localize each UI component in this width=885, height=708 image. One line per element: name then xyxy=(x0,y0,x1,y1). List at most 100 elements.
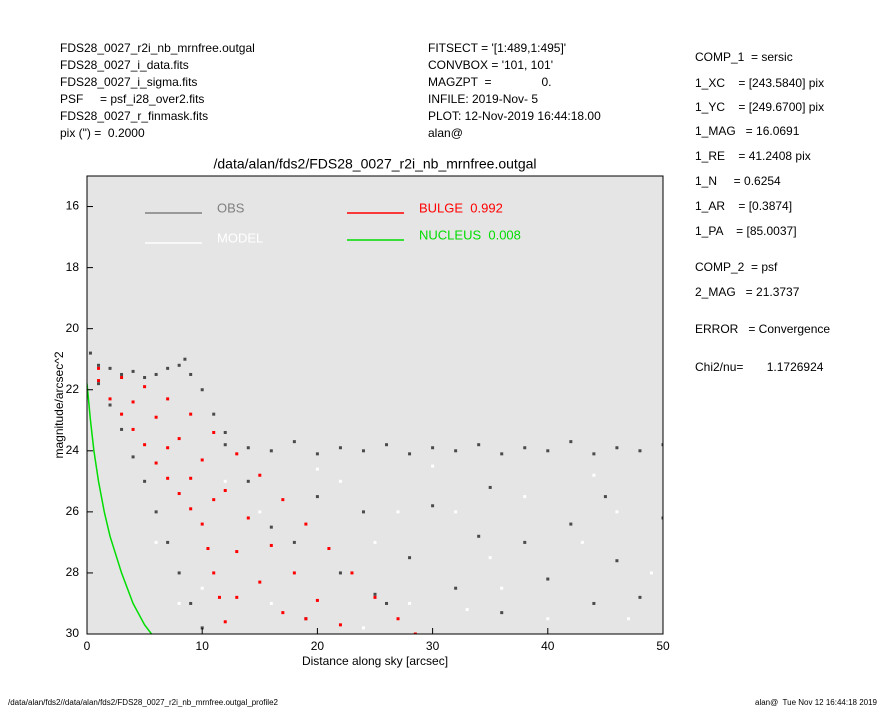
header-right-line: 1_XC = [243.5840] pix xyxy=(695,76,824,90)
header-middle-line: alan@ xyxy=(428,126,463,140)
data-point xyxy=(223,430,227,434)
data-point xyxy=(361,626,365,630)
legend-label: MODEL xyxy=(217,230,263,245)
data-point xyxy=(269,601,273,605)
data-point xyxy=(373,540,377,544)
header-middle-line: PLOT: 12-Nov-2019 16:44:18.00 xyxy=(428,109,601,123)
header-middle-line: MAGZPT = 0. xyxy=(428,75,551,89)
data-point xyxy=(189,476,193,480)
header-left-line: pix (") = 0.2000 xyxy=(60,126,145,140)
data-point xyxy=(661,443,663,447)
data-point xyxy=(408,452,412,456)
y-tick-label: 20 xyxy=(66,321,80,335)
data-point xyxy=(223,479,227,483)
data-point xyxy=(281,498,285,502)
header-right-line: 1_N = 0.6254 xyxy=(695,174,781,188)
data-point xyxy=(546,617,550,621)
data-point xyxy=(200,626,204,630)
data-point xyxy=(269,449,273,453)
data-point xyxy=(315,467,319,471)
data-point xyxy=(154,415,158,419)
data-point xyxy=(183,357,187,361)
data-point xyxy=(431,464,435,468)
legend-label: NUCLEUS 0.008 xyxy=(419,227,521,242)
data-point xyxy=(235,550,239,554)
header-right-line: COMP_2 = psf xyxy=(695,260,778,274)
header-right-line: 1_RE = 41.2408 pix xyxy=(695,149,811,163)
data-point xyxy=(246,446,250,450)
header-right-line: COMP_1 = sersic xyxy=(695,50,793,64)
data-point xyxy=(212,498,216,502)
data-point xyxy=(177,571,181,575)
data-point xyxy=(269,525,273,529)
data-point xyxy=(546,449,550,453)
x-axis-label: Distance along sky [arcsec] xyxy=(302,654,448,668)
data-point xyxy=(477,534,481,538)
data-point xyxy=(269,543,273,547)
data-point xyxy=(454,510,458,514)
data-point xyxy=(592,601,596,605)
header-right-line: Chi2/nu= 1.1726924 xyxy=(695,360,824,374)
data-point xyxy=(385,601,389,605)
data-point xyxy=(131,427,135,431)
data-point xyxy=(235,452,239,456)
data-point xyxy=(638,595,642,599)
data-point xyxy=(431,446,435,450)
legend-label: BULGE 0.992 xyxy=(419,200,503,215)
data-point xyxy=(603,495,607,499)
data-point xyxy=(258,510,262,514)
data-point xyxy=(166,366,170,370)
data-point xyxy=(200,388,204,392)
data-point xyxy=(523,495,527,499)
data-point xyxy=(281,611,285,615)
data-point xyxy=(408,601,412,605)
data-point xyxy=(454,449,458,453)
data-point xyxy=(546,577,550,581)
data-point xyxy=(212,430,216,434)
data-point xyxy=(154,510,158,514)
data-point xyxy=(488,485,492,489)
data-point xyxy=(408,556,412,560)
data-point xyxy=(327,547,331,551)
data-point xyxy=(615,446,619,450)
header-left-line: PSF = psf_i28_over2.fits xyxy=(60,92,204,106)
data-point xyxy=(120,376,124,380)
chart-title: /data/alan/fds2/FDS28_0027_r2i_nb_mrnfre… xyxy=(214,156,537,172)
data-point xyxy=(592,473,596,477)
data-point xyxy=(615,510,619,514)
data-point xyxy=(592,452,596,456)
data-point xyxy=(131,400,135,404)
data-point xyxy=(143,443,147,447)
header-left-line: FDS28_0027_i_sigma.fits xyxy=(60,75,197,89)
data-point xyxy=(189,601,193,605)
data-point xyxy=(131,369,135,373)
data-point xyxy=(217,595,221,599)
data-point xyxy=(108,366,112,370)
data-point xyxy=(200,522,204,526)
data-point xyxy=(649,571,653,575)
header-right-line: 1_PA = [85.0037] xyxy=(695,224,797,238)
data-point xyxy=(373,592,377,596)
data-point xyxy=(350,571,354,575)
data-point xyxy=(292,540,296,544)
data-point xyxy=(431,504,435,508)
data-point xyxy=(361,449,365,453)
data-point xyxy=(108,397,112,401)
data-point xyxy=(154,372,158,376)
data-point xyxy=(338,479,342,483)
data-point xyxy=(292,440,296,444)
data-point xyxy=(177,492,181,496)
data-point xyxy=(97,382,101,386)
header-middle-line: INFILE: 2019-Nov- 5 xyxy=(428,92,538,106)
x-tick-label: 50 xyxy=(656,639,670,653)
data-point xyxy=(166,540,170,544)
data-point xyxy=(500,452,504,456)
header-right-line: 1_YC = [249.6700] pix xyxy=(695,100,824,114)
header-left-line: FDS28_0027_i_data.fits xyxy=(60,58,189,72)
data-point xyxy=(338,623,342,627)
data-point xyxy=(580,540,584,544)
data-point xyxy=(413,632,417,634)
x-tick-label: 20 xyxy=(311,639,325,653)
data-point xyxy=(638,449,642,453)
